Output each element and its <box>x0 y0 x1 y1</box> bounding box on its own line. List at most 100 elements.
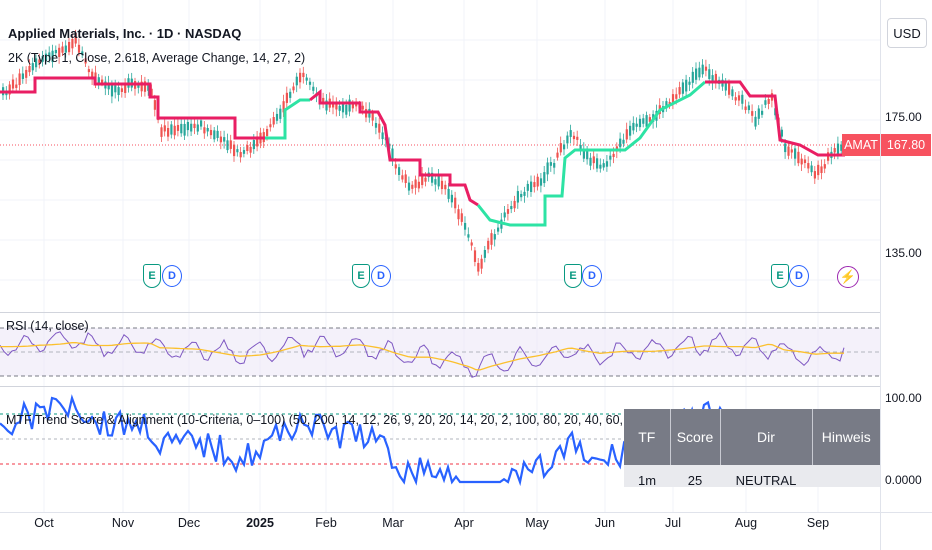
candle-body <box>322 97 325 103</box>
candle-body <box>827 152 830 161</box>
earnings-event-icon[interactable]: E <box>143 264 161 288</box>
candle-body <box>467 234 470 238</box>
candle-body <box>833 148 836 153</box>
dividend-event-icon[interactable]: D <box>582 265 602 287</box>
candle-body <box>734 97 737 101</box>
candle-body <box>619 138 622 148</box>
indicator-legend[interactable]: 2K (Type 1, Close, 2.618, Average Change… <box>8 51 306 65</box>
rsi-legend[interactable]: RSI (14, close) <box>6 319 89 333</box>
candle-body <box>51 50 54 63</box>
earnings-event-icon[interactable]: E <box>771 264 789 288</box>
candle-body <box>790 149 793 153</box>
score-table-header-tf: TF <box>624 409 671 465</box>
candle-body <box>589 157 592 166</box>
candle-body <box>543 172 546 184</box>
candle-body <box>292 86 295 91</box>
candle-body <box>473 250 477 262</box>
candle-body <box>572 135 576 140</box>
candle-body <box>566 135 569 144</box>
candle-body <box>295 76 298 86</box>
candle-body <box>553 162 556 168</box>
candle-body <box>64 45 67 53</box>
chart-area[interactable]: Applied Materials, Inc. · 1D · NASDAQ 2K… <box>0 0 880 512</box>
candle-body <box>536 176 539 187</box>
candle-body <box>549 162 552 166</box>
candle-body <box>338 105 341 111</box>
price-chart-canvas[interactable] <box>0 0 880 512</box>
candle-body <box>516 191 519 203</box>
candle-body <box>223 137 226 142</box>
candle-body <box>378 123 381 133</box>
candle-body <box>272 117 275 125</box>
earnings-event-icon[interactable]: E <box>352 264 370 288</box>
candle-body <box>480 258 483 269</box>
candle-body <box>401 175 404 180</box>
symbol-title[interactable]: Applied Materials, Inc. · 1D · NASDAQ <box>8 26 242 41</box>
score-table-header-hinweis: Hinweis <box>812 409 880 465</box>
score-table-cell: NEUTRAL <box>720 465 812 487</box>
candle-body <box>398 167 401 175</box>
currency-button[interactable]: USD <box>887 18 927 48</box>
trend-line <box>0 76 265 140</box>
candle-body <box>807 163 810 169</box>
candle-body <box>685 79 688 92</box>
candle-body <box>556 152 559 158</box>
candle-body <box>417 181 420 189</box>
candle-body <box>147 82 150 91</box>
candle-body <box>266 129 269 137</box>
trend-line <box>705 80 845 157</box>
candle-body <box>737 95 741 101</box>
candle-body <box>490 233 493 245</box>
candle-body <box>407 182 411 191</box>
candle-body <box>312 86 315 91</box>
candle-body <box>506 209 510 214</box>
candle-body <box>503 212 506 218</box>
candle-body <box>493 234 496 240</box>
candle-body <box>282 101 285 113</box>
candle-body <box>434 179 437 185</box>
candle-body <box>747 105 750 111</box>
dividend-event-icon[interactable]: D <box>162 265 182 287</box>
dividend-event-icon[interactable]: D <box>371 265 391 287</box>
candle-body <box>761 110 764 115</box>
candle-body <box>173 125 176 136</box>
candle-body <box>605 161 609 167</box>
candle-body <box>391 148 394 160</box>
candle-body <box>559 143 562 153</box>
candle-body <box>569 130 572 137</box>
pane-separator[interactable] <box>0 312 932 313</box>
candle-body <box>596 158 599 169</box>
time-axis-label: Aug <box>734 516 758 530</box>
pane-separator[interactable] <box>0 386 932 387</box>
price-scale[interactable] <box>880 0 932 512</box>
candle-body <box>671 94 675 105</box>
candle-body <box>150 88 153 96</box>
candle-body <box>381 132 384 140</box>
candle-body <box>140 81 143 92</box>
candle-body <box>190 123 193 132</box>
candle-body <box>817 164 820 176</box>
earnings-event-icon[interactable]: E <box>564 264 582 288</box>
candle-body <box>810 165 813 173</box>
dividend-event-icon[interactable]: D <box>789 265 809 287</box>
time-axis-label: Apr <box>454 516 474 530</box>
time-axis-label: Dec <box>177 516 201 530</box>
bolt-event-icon[interactable]: ⚡ <box>837 266 859 288</box>
axis-corner[interactable] <box>880 512 932 550</box>
candle-body <box>206 127 209 132</box>
candle-body <box>180 123 183 134</box>
candle-body <box>813 171 816 179</box>
candle-body <box>497 227 500 232</box>
candle-body <box>74 33 77 44</box>
candle-body <box>454 197 457 209</box>
symbol-price-tag: AMAT <box>842 134 880 156</box>
time-axis-label: Sep <box>806 516 830 530</box>
candle-body <box>688 81 691 85</box>
time-axis[interactable] <box>0 512 880 550</box>
mtf-legend[interactable]: MTF Trend Score & Alignment (10-Criteria… <box>6 413 626 427</box>
candle-body <box>648 117 651 122</box>
candle-body <box>124 83 127 94</box>
time-axis-label: Jun <box>594 516 616 530</box>
candle-body <box>546 162 549 175</box>
candle-body <box>252 140 255 150</box>
